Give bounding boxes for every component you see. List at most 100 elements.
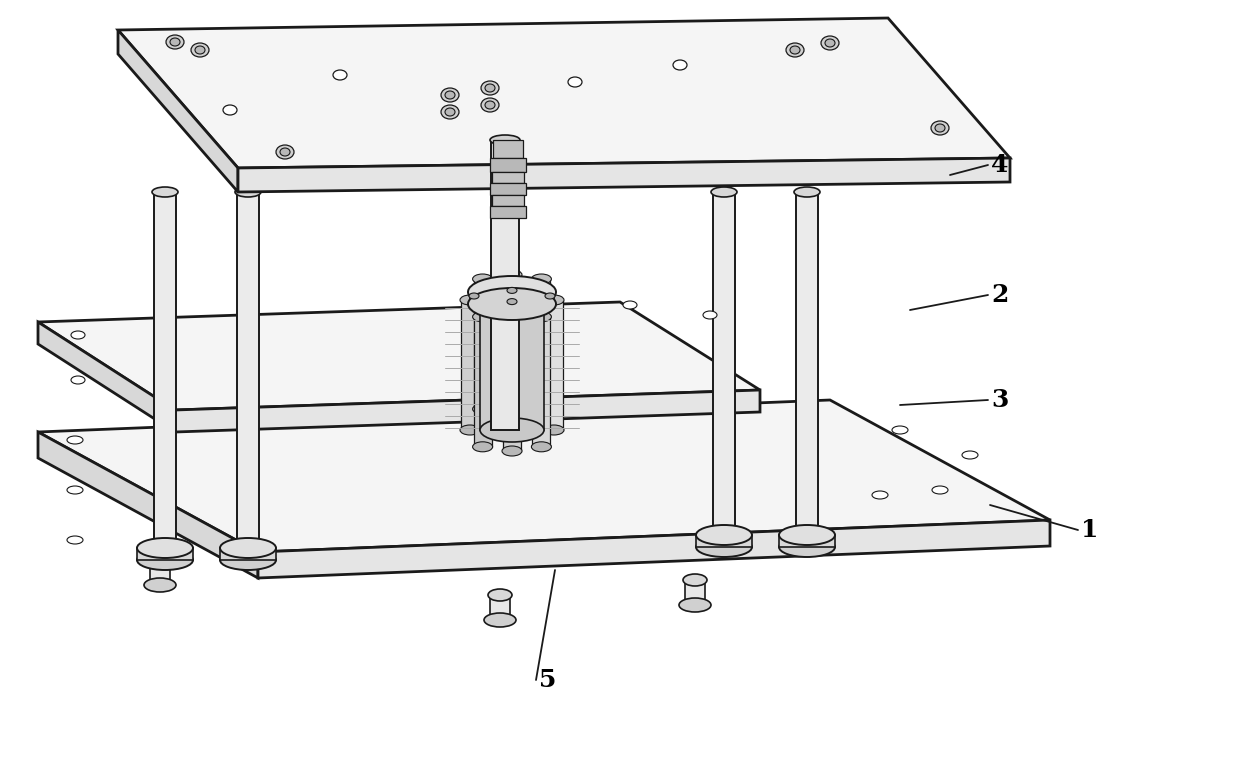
Ellipse shape [683,574,707,586]
Polygon shape [503,275,521,405]
Ellipse shape [794,187,820,197]
Polygon shape [684,580,706,605]
Polygon shape [490,206,526,218]
Text: 4: 4 [991,153,1008,177]
Polygon shape [713,192,735,535]
Ellipse shape [472,274,492,284]
Ellipse shape [932,486,949,494]
Polygon shape [503,321,521,451]
Ellipse shape [490,135,520,145]
Polygon shape [490,595,510,620]
Ellipse shape [568,77,582,87]
Polygon shape [136,548,193,560]
Ellipse shape [472,442,492,452]
Ellipse shape [872,491,888,499]
Polygon shape [258,520,1050,578]
Ellipse shape [71,376,86,384]
Ellipse shape [334,70,347,80]
Ellipse shape [779,525,835,545]
Ellipse shape [469,293,479,299]
Polygon shape [237,192,259,548]
Ellipse shape [136,538,193,558]
Ellipse shape [507,287,517,293]
Ellipse shape [191,43,210,57]
Ellipse shape [153,187,179,197]
Polygon shape [491,140,520,430]
Ellipse shape [931,121,949,135]
Text: 5: 5 [539,668,557,692]
Ellipse shape [546,293,556,299]
Ellipse shape [136,550,193,570]
Polygon shape [38,322,175,432]
Ellipse shape [544,295,564,305]
Ellipse shape [166,35,184,49]
Ellipse shape [441,88,459,102]
Polygon shape [490,158,526,172]
Polygon shape [38,302,760,410]
Polygon shape [150,560,170,585]
Ellipse shape [779,537,835,557]
Polygon shape [779,535,835,547]
Text: 1: 1 [1081,518,1099,542]
Ellipse shape [484,613,516,627]
Ellipse shape [502,400,522,410]
Ellipse shape [445,108,455,116]
Ellipse shape [236,187,260,197]
Ellipse shape [71,331,86,339]
Ellipse shape [703,311,717,319]
Polygon shape [461,300,479,430]
Polygon shape [532,317,551,447]
Ellipse shape [481,98,498,112]
Ellipse shape [485,84,495,92]
Text: 3: 3 [991,388,1008,412]
Ellipse shape [821,36,839,50]
Ellipse shape [280,148,290,156]
Ellipse shape [680,598,711,612]
Ellipse shape [489,589,512,601]
Ellipse shape [825,39,835,47]
Ellipse shape [195,46,205,54]
Ellipse shape [432,411,448,419]
Ellipse shape [148,554,172,566]
Ellipse shape [485,101,495,109]
Ellipse shape [144,578,176,592]
Ellipse shape [67,436,83,444]
Ellipse shape [219,538,277,558]
Ellipse shape [472,312,492,322]
Ellipse shape [696,537,751,557]
Text: 2: 2 [991,283,1008,307]
Ellipse shape [277,145,294,159]
Ellipse shape [532,312,552,322]
Polygon shape [474,279,491,409]
Ellipse shape [786,43,804,57]
Ellipse shape [480,288,544,312]
Ellipse shape [445,91,455,99]
Ellipse shape [673,60,687,70]
Polygon shape [219,548,277,560]
Polygon shape [38,432,258,578]
Ellipse shape [696,525,751,545]
Polygon shape [490,183,526,195]
Polygon shape [175,390,760,432]
Ellipse shape [467,276,556,308]
Polygon shape [118,30,238,192]
Ellipse shape [502,446,522,456]
Ellipse shape [532,404,552,414]
Polygon shape [238,158,1011,192]
Ellipse shape [532,274,552,284]
Ellipse shape [460,425,480,435]
Ellipse shape [480,418,544,442]
Ellipse shape [441,105,459,119]
Polygon shape [154,192,176,548]
Polygon shape [474,317,491,447]
Ellipse shape [935,124,945,132]
Polygon shape [38,400,1050,552]
Ellipse shape [622,301,637,309]
Ellipse shape [170,38,180,46]
Ellipse shape [372,416,388,424]
Polygon shape [696,535,751,547]
Ellipse shape [219,550,277,570]
Ellipse shape [472,404,492,414]
Polygon shape [492,172,525,183]
Ellipse shape [460,295,480,305]
